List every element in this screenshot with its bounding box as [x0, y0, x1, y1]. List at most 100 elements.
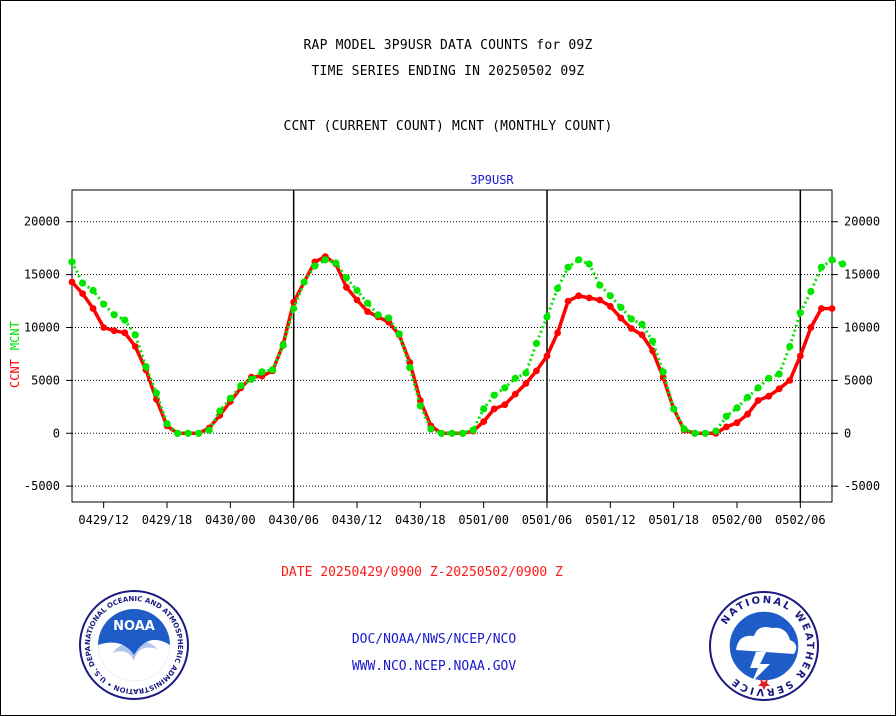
date-range-label: DATE 20250429/0900 Z-20250502/0900 Z [281, 565, 563, 580]
x-tick-label: 0429/12 [78, 513, 129, 527]
data-point-mcnt [237, 382, 245, 390]
data-point-ccnt [575, 292, 583, 300]
data-point-mcnt [606, 292, 614, 300]
data-point-mcnt [501, 384, 509, 392]
data-point-mcnt [744, 393, 752, 401]
data-point-mcnt [765, 374, 773, 382]
data-point-mcnt [184, 429, 192, 437]
data-point-ccnt [364, 308, 371, 315]
data-point-ccnt [554, 329, 561, 337]
data-point-mcnt [353, 286, 361, 295]
data-point-mcnt [364, 299, 372, 307]
noaa-wordmark: NOAA [113, 619, 155, 634]
data-point-mcnt [775, 370, 783, 378]
x-tick-label: 0501/06 [522, 513, 573, 527]
organization-label: DOC/NOAA/NWS/NCEP/NCO [351, 632, 517, 647]
y-tick-label-right: 15000 [844, 268, 880, 282]
data-point-mcnt [385, 314, 393, 322]
data-point-mcnt [701, 429, 709, 437]
data-point-ccnt [775, 385, 783, 393]
x-tick-label: 0502/00 [712, 513, 763, 527]
y-tick-label-left: 15000 [24, 268, 60, 282]
data-point-ccnt [343, 283, 350, 291]
data-point-mcnt [554, 284, 562, 292]
data-point-mcnt [754, 384, 762, 392]
x-tick-label: 0430/00 [205, 513, 256, 527]
data-point-mcnt [638, 320, 646, 328]
chart-title-line-2: TIME SERIES ENDING IN 20250502 09Z [311, 64, 585, 79]
data-point-ccnt [744, 410, 751, 418]
y-tick-label-left: -5000 [24, 479, 60, 493]
data-point-ccnt [511, 390, 519, 398]
data-point-mcnt [68, 258, 76, 266]
data-point-ccnt [290, 298, 298, 306]
data-point-ccnt [754, 397, 762, 404]
data-point-ccnt [786, 377, 794, 384]
x-tick-label: 0430/18 [395, 513, 446, 527]
data-point-mcnt [321, 256, 329, 264]
data-point-ccnt [68, 278, 76, 286]
data-point-mcnt [163, 420, 171, 428]
data-point-ccnt [353, 296, 361, 304]
data-point-ccnt [596, 296, 604, 304]
y-tick-label-right: 5000 [844, 373, 873, 387]
data-point-ccnt [100, 324, 108, 331]
data-point-ccnt [121, 329, 129, 337]
data-point-mcnt [216, 407, 224, 415]
data-point-mcnt [575, 256, 583, 264]
data-point-ccnt [807, 324, 815, 331]
series-line-ccnt [70, 254, 832, 436]
x-tick-label: 0501/12 [585, 513, 636, 527]
data-point-mcnt [733, 404, 741, 412]
x-tick-label: 0501/18 [648, 513, 699, 527]
data-point-mcnt [786, 342, 794, 351]
data-point-mcnt [290, 304, 298, 313]
data-point-mcnt [279, 341, 287, 350]
data-point-ccnt [110, 327, 118, 335]
website-link[interactable]: WWW.NCO.NCEP.NOAA.GOV [351, 659, 517, 674]
data-point-mcnt [596, 281, 604, 289]
data-point-ccnt [617, 314, 625, 322]
data-point-mcnt [416, 402, 424, 410]
y-axis-series-label: CCNT MCNT [8, 321, 22, 388]
data-point-ccnt [585, 294, 593, 302]
plot-title: 3P9USR [470, 173, 514, 187]
data-point-mcnt [691, 429, 699, 437]
data-point-mcnt [174, 429, 182, 437]
y-tick-label-left: 0 [53, 426, 60, 440]
x-tick-label: 0501/00 [458, 513, 509, 527]
data-point-mcnt [627, 315, 636, 323]
data-point-mcnt [522, 369, 530, 377]
data-point-mcnt [100, 300, 108, 308]
data-point-ccnt [522, 380, 530, 387]
data-point-ccnt [480, 418, 488, 425]
data-point-ccnt [733, 419, 741, 427]
data-point-mcnt [247, 375, 255, 383]
data-point-mcnt [511, 374, 519, 382]
data-point-ccnt [79, 290, 86, 297]
data-point-mcnt [532, 339, 541, 347]
data-point-mcnt [712, 427, 720, 435]
chart-title-line-1: RAP MODEL 3P9USR DATA COUNTS for 09Z [303, 38, 593, 53]
data-point-mcnt [585, 260, 593, 268]
data-point-mcnt [427, 425, 435, 433]
y-tick-label-left: 5000 [31, 373, 60, 387]
data-point-mcnt [89, 286, 97, 295]
data-point-mcnt [670, 405, 678, 413]
data-point-mcnt [226, 394, 234, 402]
data-point-mcnt [121, 316, 129, 324]
data-point-mcnt [374, 311, 382, 319]
data-point-mcnt [543, 313, 551, 321]
data-point-mcnt [395, 330, 403, 338]
data-point-ccnt [501, 401, 509, 409]
data-point-mcnt [817, 263, 826, 271]
data-point-mcnt [448, 429, 456, 437]
data-point-mcnt [342, 274, 350, 282]
data-point-ccnt [490, 405, 498, 413]
x-tick-label: 0502/06 [775, 513, 826, 527]
data-point-ccnt [828, 305, 836, 312]
data-point-ccnt [89, 305, 97, 312]
x-tick-label: 0430/12 [332, 513, 383, 527]
nws-logo: NATIONAL WEATHER SERVICE [709, 591, 819, 701]
data-point-ccnt [796, 352, 804, 360]
